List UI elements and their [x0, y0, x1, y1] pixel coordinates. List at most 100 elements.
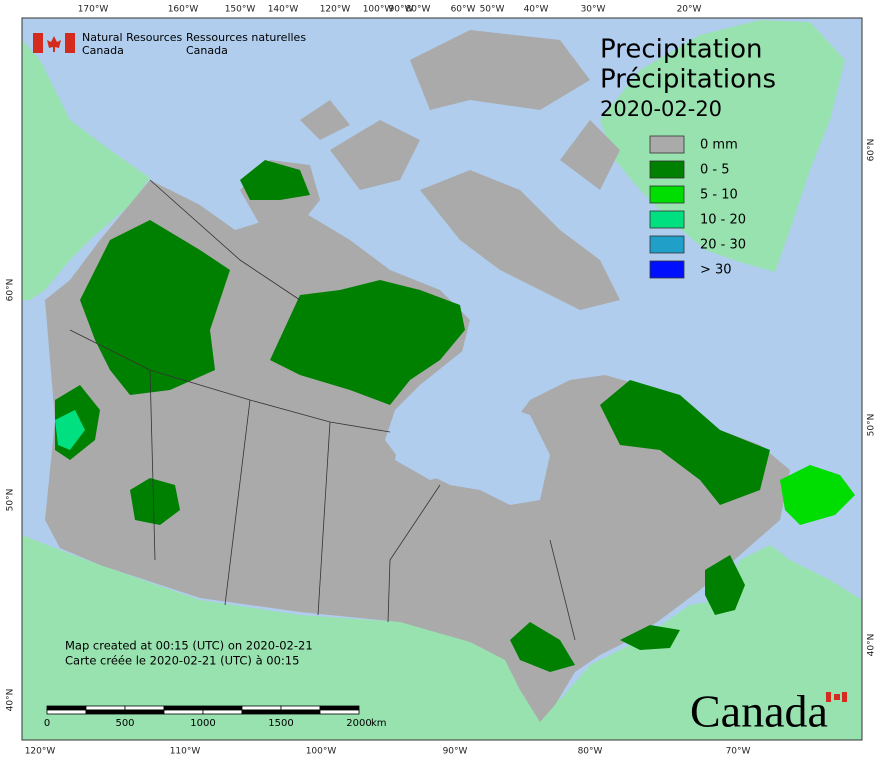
agency-fr: Canada: [186, 44, 228, 57]
canada-mainland: [45, 180, 790, 722]
graticule-label: 40°N: [867, 634, 877, 657]
scale-segment: [319, 705, 360, 711]
graticule-label: 60°W: [451, 5, 476, 15]
scale-label: 500: [115, 718, 134, 729]
scale-segment: [163, 705, 204, 711]
maple-leaf: [47, 36, 61, 52]
legend-swatch: [649, 135, 685, 154]
wordmark-text: Canada: [690, 686, 828, 737]
patch: [780, 465, 855, 525]
scale-segment: [85, 709, 126, 715]
graticule-label: 170°W: [78, 5, 109, 15]
title-en: Precipitation: [600, 35, 763, 65]
legend-label: 10 - 20: [700, 213, 746, 228]
scale-unit: km: [371, 718, 387, 729]
scale-label: 0: [44, 718, 50, 729]
patch: [130, 478, 180, 525]
legend-swatch: [649, 210, 685, 229]
agency-fr: Ressources naturelles: [186, 31, 306, 44]
island: [420, 170, 620, 310]
scale-segment: [319, 709, 360, 715]
border: [387, 484, 441, 623]
scale-label: 1000: [190, 718, 215, 729]
scale-label: 2000: [346, 718, 371, 729]
legend-swatch: [649, 160, 685, 179]
graticule-label: 80°W: [406, 5, 431, 15]
island: [300, 100, 350, 140]
hudson-bay: [385, 345, 550, 505]
graticule-label: 90°W: [389, 5, 414, 15]
graticule-label: 160°W: [168, 5, 199, 15]
legend-swatch: [649, 185, 685, 204]
wordmark-flag: [834, 694, 840, 700]
map-frame: [21, 17, 863, 741]
border: [149, 179, 301, 301]
legend-label: 0 mm: [700, 138, 738, 153]
agency-en: Canada: [82, 44, 124, 57]
borders: [69, 179, 576, 641]
graticule-label: 50°N: [6, 489, 16, 512]
graticule-label: 100°W: [363, 5, 394, 15]
scale-segment: [202, 705, 243, 711]
island: [410, 30, 590, 110]
alaska: [22, 40, 150, 300]
wordmark-flag: [826, 692, 831, 702]
usa: [22, 535, 862, 740]
graticule-label: 50°W: [480, 5, 505, 15]
legend-label: 20 - 30: [700, 238, 746, 253]
scale-segment: [241, 709, 282, 715]
flag-bar: [65, 33, 75, 53]
graticule-label: 20°W: [677, 5, 702, 15]
greenland: [600, 20, 845, 272]
graticule-label: 110°W: [170, 747, 201, 757]
created-fr: Carte créée le 2020-02-21 (UTC) à 00:15: [65, 654, 299, 668]
border: [224, 399, 251, 606]
island: [330, 120, 420, 190]
graticule-label: 120°W: [320, 5, 351, 15]
graticule-label: 150°W: [225, 5, 256, 15]
graticule-label: 60°N: [6, 279, 16, 302]
title-date: 2020-02-20: [600, 97, 722, 121]
scale-segment: [280, 705, 321, 711]
legend-label: 0 - 5: [700, 163, 730, 178]
graticule-label: 50°N: [867, 414, 877, 437]
graticule-label: 120°W: [25, 747, 56, 757]
title-fr: Précipitations: [600, 65, 776, 95]
graticule-label: 70°W: [726, 747, 751, 757]
frame-border: [21, 17, 863, 741]
precip-patches: [55, 160, 855, 672]
graticule-label: 80°W: [578, 747, 603, 757]
graticule-label: 140°W: [268, 5, 299, 15]
flag-bar: [33, 33, 43, 53]
scale-segment: [124, 705, 165, 711]
patch: [600, 380, 770, 505]
legend-label: > 30: [700, 263, 732, 278]
border: [549, 539, 576, 641]
legend-swatch: [649, 260, 685, 279]
graticule-label: 40°N: [6, 689, 16, 712]
scale-segment: [163, 709, 204, 715]
patch: [705, 555, 745, 615]
graticule-label: 60°N: [867, 139, 877, 162]
scale-segment: [46, 709, 87, 715]
wordmark-flag: [842, 692, 847, 702]
agency-en: Natural Resources: [82, 31, 183, 44]
patch: [270, 280, 465, 405]
legend-swatch: [649, 235, 685, 254]
patch: [80, 220, 230, 395]
scale-segment: [280, 709, 321, 715]
scale-segment: [124, 709, 165, 715]
border: [149, 369, 156, 561]
patch: [55, 410, 85, 450]
flag: [33, 33, 75, 53]
scale-segment: [85, 705, 126, 711]
graticule-label: 40°W: [524, 5, 549, 15]
graticule-label: 30°W: [581, 5, 606, 15]
wordmark: Canada: [690, 686, 847, 737]
patch: [240, 160, 310, 200]
scale-label: 1500: [268, 718, 293, 729]
graticule-label: 90°W: [443, 747, 468, 757]
scale-segment: [202, 709, 243, 715]
scale-segment: [241, 705, 282, 711]
